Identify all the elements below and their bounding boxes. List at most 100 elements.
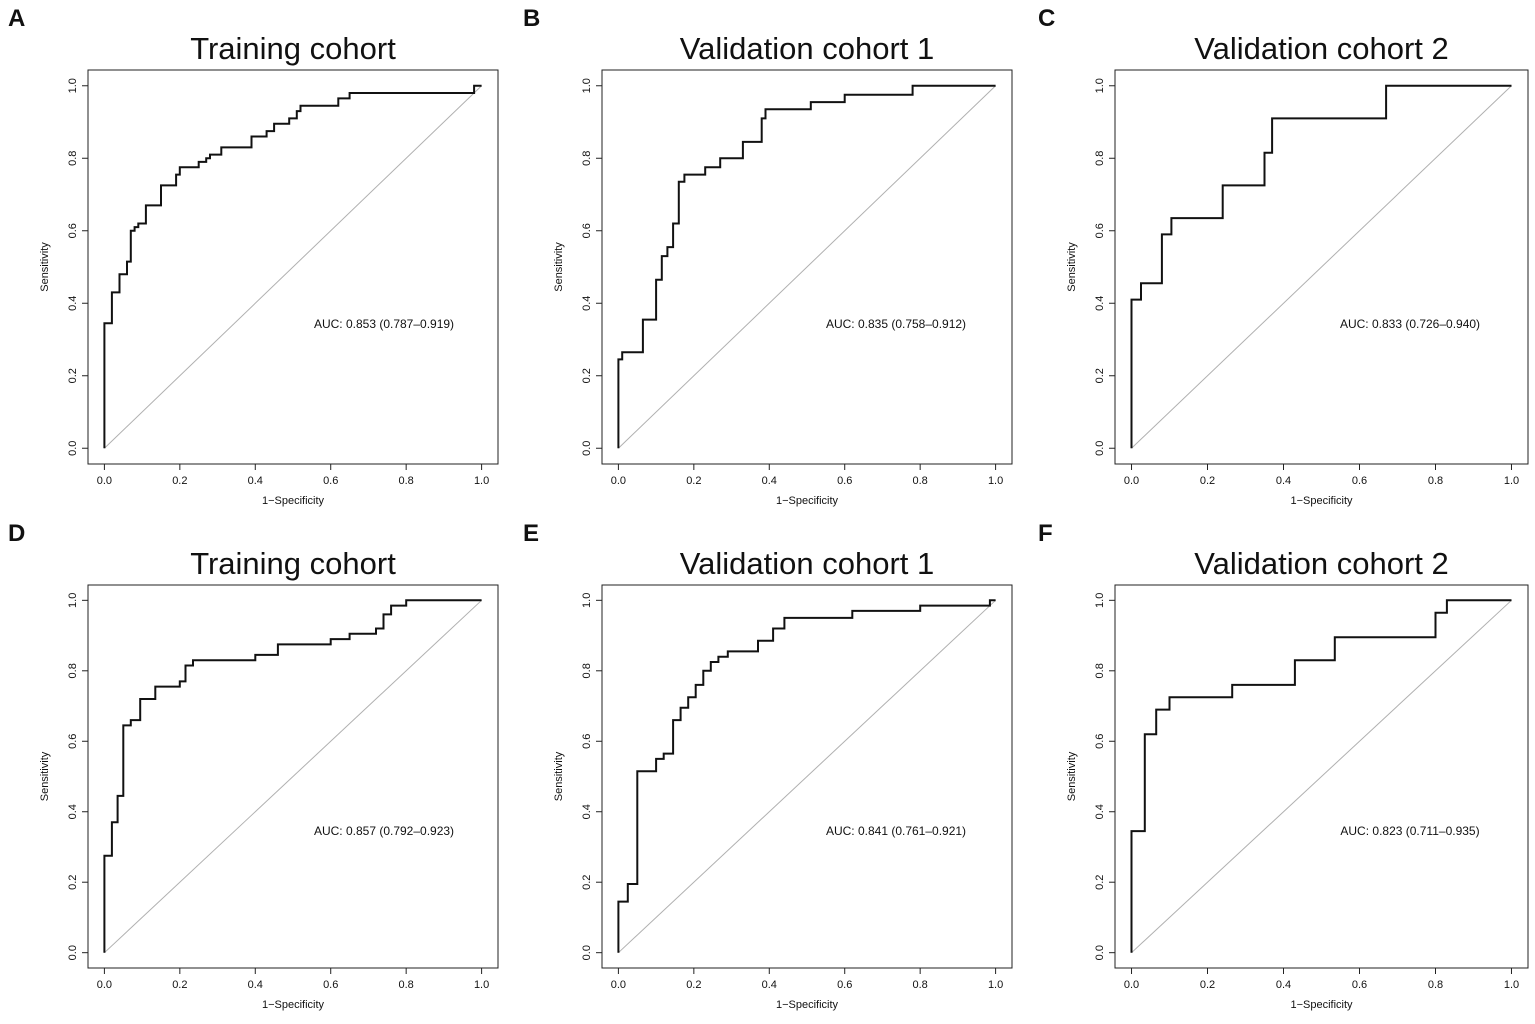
chart-title: Validation cohort 1 [680,546,934,581]
plot-frame [601,69,1013,465]
y-tick-label: 0.4 [1094,296,1106,311]
roc-panel-a: A Training cohort 0.0 0.2 0.4 0.6 0.8 1.0 0.0 0.2… [8,5,499,507]
chart-title: Training cohort [190,546,396,581]
x-tick-label: 0.6 [1352,979,1367,991]
x-tick-label: 0.4 [762,979,777,991]
x-tick-label: 1.0 [474,979,489,991]
y-tick-label: 0.4 [581,804,593,819]
x-tick-label: 0.0 [1124,475,1139,487]
auc-annotation: AUC: 0.857 (0.792–0.923) [314,824,454,838]
y-tick-label: 0.0 [1094,441,1106,456]
y-tick-label: 0.2 [1094,875,1106,890]
plot-frame [601,584,1013,969]
y-tick-label: 1.0 [1094,593,1106,608]
y-tick-label: 0.2 [67,875,79,890]
x-tick-label: 0.2 [172,979,187,991]
chart-title: Validation cohort 1 [680,31,934,66]
x-tick-label: 0.4 [248,979,263,991]
x-axis-label: 1−Specificity [1290,495,1353,507]
x-tick-label: 0.8 [913,475,928,487]
x-tick-label: 1.0 [988,475,1003,487]
x-tick-label: 0.6 [1352,475,1367,487]
roc-panel-e: E Validation cohort 1 0.0 0.2 0.4 0.6 0.8 1.0 0.… [523,520,1013,1011]
x-tick-label: 0.2 [1200,979,1215,991]
reference-diagonal [1131,599,1512,954]
y-axis-label: Sensitivity [553,751,565,801]
panel-letter: E [523,520,539,547]
panel-letter: F [1038,520,1053,547]
chart-title: Training cohort [190,31,396,66]
plot-frame [1114,69,1529,465]
x-axis-label: 1−Specificity [776,495,839,507]
y-axis-label: Sensitivity [1066,242,1078,292]
x-axis-label: 1−Specificity [1290,999,1353,1011]
y-tick-label: 0.6 [1094,734,1106,749]
auc-annotation: AUC: 0.833 (0.726–0.940) [1340,317,1480,331]
y-tick-label: 0.8 [581,663,593,678]
y-tick-label: 0.6 [67,223,79,238]
roc-panel-c: C Validation cohort 2 0.0 0.2 0.4 0.6 0.8 1.0 0.… [1038,5,1529,507]
roc-curve-line [103,84,482,449]
reference-diagonal [1131,85,1512,449]
y-axis-label: Sensitivity [39,751,51,801]
y-tick-label: 0.8 [67,663,79,678]
roc-curve-line [1130,599,1512,953]
y-tick-label: 0.0 [581,945,593,960]
x-tick-label: 0.4 [1276,979,1291,991]
y-axis-label: Sensitivity [39,242,51,292]
panel-letter: A [8,5,25,32]
y-tick-label: 0.6 [1094,223,1106,238]
auc-annotation: AUC: 0.823 (0.711–0.935) [1340,824,1479,838]
y-tick-label: 1.0 [581,593,593,608]
roc-curve-line [1130,84,1512,449]
x-tick-label: 0.8 [1428,979,1443,991]
roc-curve-line [617,84,996,449]
x-tick-label: 0.4 [1276,475,1291,487]
roc-curve-line [617,599,996,953]
x-tick-label: 0.6 [837,475,852,487]
roc-panel-f: F Validation cohort 2 0.0 0.2 0.4 0.6 0.8 1.0 0.… [1038,520,1529,1011]
y-tick-label: 0.2 [581,875,593,890]
y-axis-label: Sensitivity [1066,751,1078,801]
chart-title: Validation cohort 2 [1194,31,1448,66]
plot-frame [87,584,499,969]
x-tick-label: 0.8 [913,979,928,991]
y-tick-label: 0.8 [581,151,593,166]
x-tick-label: 0.2 [1200,475,1215,487]
y-tick-label: 0.6 [581,223,593,238]
y-tick-label: 0.8 [1094,151,1106,166]
y-tick-label: 0.8 [1094,663,1106,678]
y-tick-label: 1.0 [1094,78,1106,93]
x-tick-label: 0.8 [1428,475,1443,487]
x-tick-label: 0.8 [399,475,414,487]
roc-panel-d: D Training cohort 0.0 0.2 0.4 0.6 0.8 1.0 0.0 0.2… [8,520,499,1011]
x-tick-label: 0.4 [248,475,263,487]
x-tick-label: 1.0 [988,979,1003,991]
roc-curve-line [103,599,482,953]
y-tick-label: 0.6 [67,734,79,749]
reference-diagonal [104,85,482,449]
y-tick-label: 1.0 [67,78,79,93]
y-tick-label: 0.2 [1094,368,1106,383]
reference-diagonal [618,599,996,954]
x-axis-label: 1−Specificity [776,999,839,1011]
x-axis-label: 1−Specificity [262,495,325,507]
y-tick-label: 0.0 [581,441,593,456]
y-tick-label: 0.8 [67,151,79,166]
x-tick-label: 0.4 [762,475,777,487]
x-tick-label: 0.6 [837,979,852,991]
plot-frame [1114,584,1529,969]
x-tick-label: 0.2 [686,979,701,991]
x-tick-label: 1.0 [1504,979,1519,991]
x-tick-label: 1.0 [474,475,489,487]
roc-panel-b: B Validation cohort 1 0.0 0.2 0.4 0.6 0.8 1.0 0.… [523,5,1013,507]
x-axis-label: 1−Specificity [262,999,325,1011]
y-tick-label: 0.4 [67,296,79,311]
y-tick-label: 1.0 [67,593,79,608]
x-tick-label: 0.0 [97,979,112,991]
y-tick-label: 0.6 [581,734,593,749]
y-tick-label: 0.4 [581,296,593,311]
x-tick-label: 1.0 [1504,475,1519,487]
auc-annotation: AUC: 0.841 (0.761–0.921) [826,824,966,838]
